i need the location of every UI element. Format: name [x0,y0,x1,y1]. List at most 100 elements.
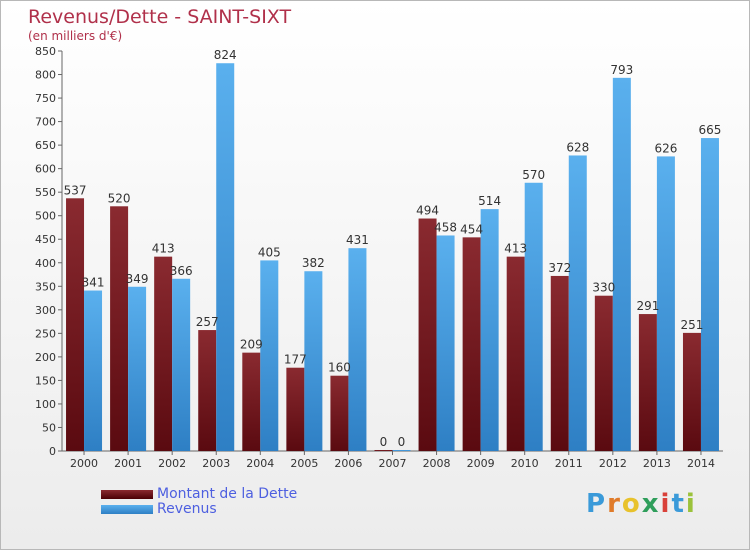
bar-debt [594,295,613,451]
chart-data-labels: 537 341 520 349 413 366 257 824 209 405 177 382 160 4… [64,48,722,449]
logo-letter: r [607,489,622,519]
bar-debt [330,375,349,451]
y-tick-label: 350 [35,280,56,293]
bar-debt [506,256,525,451]
chart-title: Revenus/Dette - SAINT-SIXT [28,6,292,28]
chart-legend: Montant de la Dette Revenus [101,486,361,517]
bar-debt [198,330,217,451]
bar-revenue [436,235,455,451]
y-tick-label: 550 [35,186,56,199]
logo-letter: i [685,489,697,519]
x-tick-label: 2009 [467,457,495,470]
bar-debt [110,206,129,451]
x-tick-label: 2007 [379,457,407,470]
data-label-revenue: 349 [126,272,149,286]
logo-letter: P [586,489,608,519]
bar-debt [286,367,305,451]
data-label-revenue: 458 [434,220,457,234]
x-tick-label: 2004 [246,457,274,470]
y-tick-label: 300 [35,304,56,317]
x-tick-label: 2005 [290,457,318,470]
data-label-revenue: 628 [566,140,589,154]
bar-chart: 0 50 100 150 200 250 300 350 400 450 500 550 600 650 7… [35,45,723,470]
legend-label-revenue: Revenus [157,501,217,517]
legend-item-debt: Montant de la Dette [101,486,361,502]
bar-revenue [84,290,103,451]
y-tick-label: 700 [35,116,56,129]
y-tick-label: 750 [35,92,56,105]
bar-revenue [524,182,543,451]
y-tick-label: 850 [35,45,56,58]
chart-subtitle: (en milliers d'€) [28,29,123,43]
y-tick-label: 400 [35,257,56,270]
y-tick-label: 650 [35,139,56,152]
x-tick-label: 2002 [158,457,186,470]
x-tick-label: 2000 [70,457,98,470]
data-label-revenue: 431 [346,233,369,247]
data-label-revenue: 514 [478,194,501,208]
logo-letter: x [641,489,661,519]
bar-revenue [392,450,411,451]
y-tick-label: 800 [35,69,56,82]
bar-debt [638,314,657,451]
data-label-revenue: 824 [214,48,237,62]
data-label-revenue: 793 [610,63,633,77]
bar-revenue [480,209,499,451]
bar-revenue [172,278,191,451]
y-tick-label: 50 [42,421,56,434]
y-tick-label: 500 [35,210,56,223]
y-tick-label: 150 [35,374,56,387]
x-tick-label: 2011 [555,457,583,470]
bar-debt [242,352,261,451]
data-label-revenue: 665 [699,123,722,137]
data-label-debt: 372 [548,261,571,275]
x-tick-label: 2001 [114,457,142,470]
x-tick-label: 2003 [202,457,230,470]
data-label-revenue: 570 [522,168,545,182]
data-label-debt: 413 [504,242,527,256]
y-tick-label: 100 [35,398,56,411]
bar-revenue [348,248,367,451]
bar-revenue [656,156,675,452]
bar-debt [462,237,481,451]
data-label-revenue: 626 [654,141,677,155]
legend-swatch-revenue [101,505,153,514]
y-tick-label: 250 [35,327,56,340]
data-label-debt: 257 [196,315,219,329]
data-label-revenue: 341 [82,276,105,290]
data-label-debt: 413 [152,242,175,256]
data-label-debt: 291 [636,299,659,313]
x-tick-label: 2006 [334,457,362,470]
bar-revenue [700,138,719,451]
data-label-revenue: 382 [302,256,325,270]
x-tick-label: 2013 [643,457,671,470]
bar-revenue [304,271,323,451]
data-label-debt: 520 [108,191,131,205]
data-label-revenue: 0 [398,435,406,449]
legend-label-debt: Montant de la Dette [157,486,298,502]
bar-revenue [260,260,279,451]
logo-letter: o [621,489,642,519]
x-tick-label: 2010 [511,457,539,470]
legend-swatch-debt [101,490,153,499]
data-label-debt: 494 [416,204,439,218]
y-tick-label: 200 [35,351,56,364]
data-label-debt: 330 [592,281,615,295]
data-label-debt: 209 [240,338,263,352]
bar-revenue [128,286,147,451]
legend-item-revenue: Revenus [101,501,361,517]
bar-debt [66,198,85,451]
x-tick-label: 2008 [423,457,451,470]
x-tick-label: 2012 [599,457,627,470]
y-tick-label: 600 [35,163,56,176]
data-label-debt: 454 [460,222,483,236]
logo-letter: t [671,489,686,519]
data-label-debt: 160 [328,361,351,375]
bar-debt [374,450,393,451]
bar-revenue [216,63,235,452]
data-label-debt: 0 [380,435,388,449]
chart-bars [66,63,719,452]
data-label-debt: 177 [284,353,307,367]
y-tick-label: 0 [49,445,56,458]
